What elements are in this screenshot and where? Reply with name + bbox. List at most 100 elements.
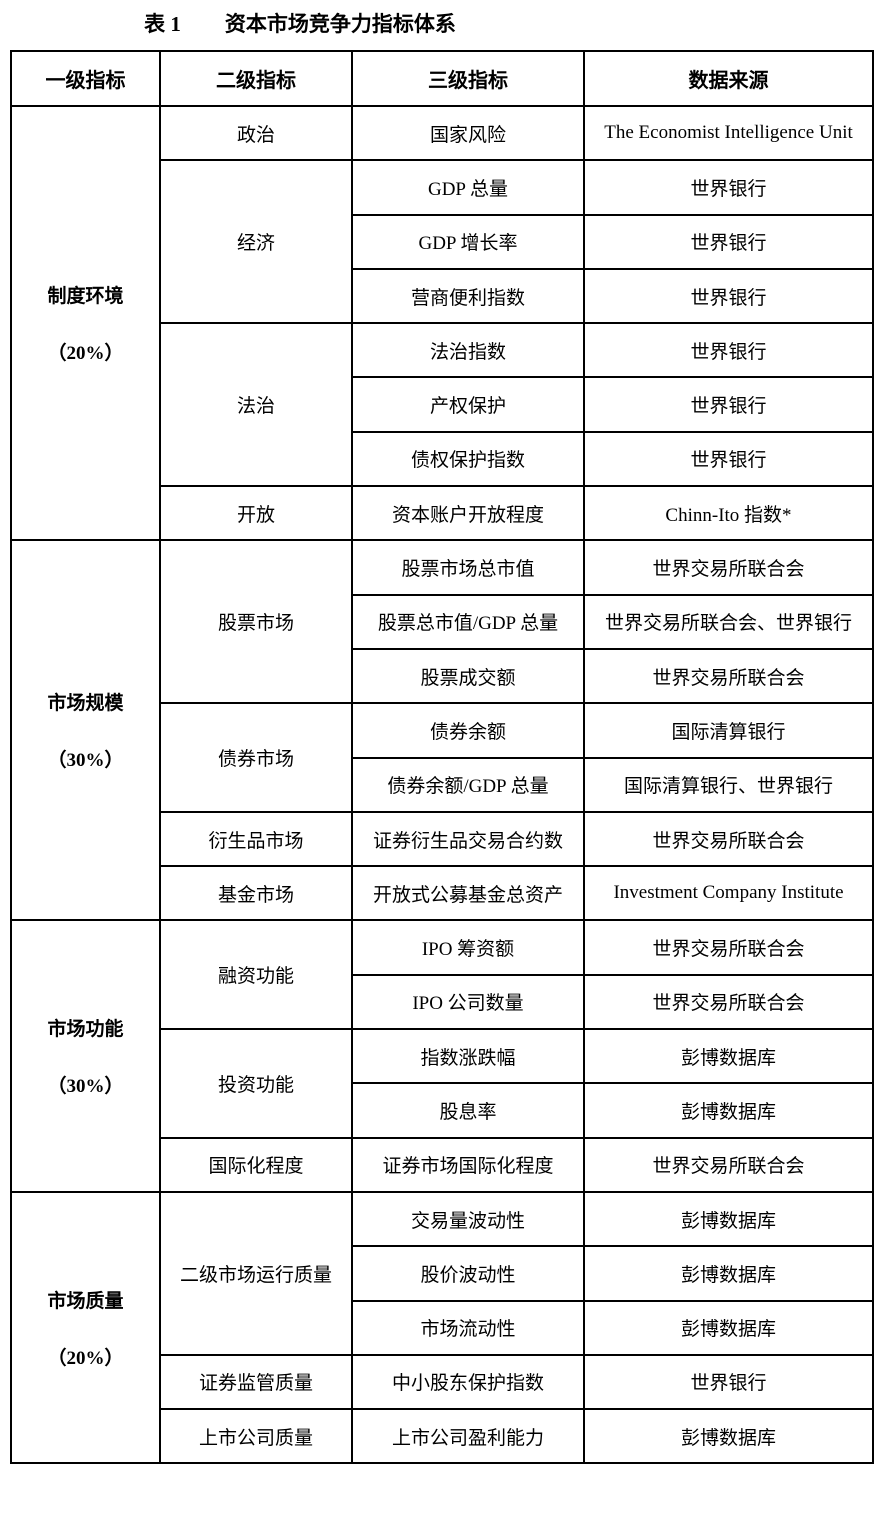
- level3-cell: 交易量波动性: [351, 1190, 585, 1248]
- level2-cell: 政治: [159, 104, 353, 162]
- table-number: 表 1: [144, 12, 181, 36]
- level2-cell: 国际化程度: [159, 1136, 353, 1193]
- table-row: 债权保护指数 世界银行: [11, 430, 874, 488]
- table-row: 股息率 彭博数据库: [11, 1082, 874, 1139]
- source-cell: 世界银行: [583, 376, 874, 433]
- level3-cell: 营商便利指数: [351, 267, 585, 325]
- table-row: 股票成交额 世界交易所联合会: [11, 647, 874, 705]
- level3-cell: 指数涨跌幅: [351, 1028, 585, 1085]
- level1-cell: 制度环境 （20%）: [10, 104, 161, 542]
- header-source: 数据来源: [583, 50, 874, 107]
- table-row: IPO 公司数量 世界交易所联合会: [11, 973, 874, 1031]
- source-cell: 彭博数据库: [583, 1082, 874, 1139]
- level3-cell: GDP 增长率: [351, 213, 585, 270]
- header-row: 一级指标 二级指标 三级指标 数据来源: [10, 50, 874, 107]
- table-row: 国际化程度 证券市场国际化程度 世界交易所联合会: [11, 1136, 874, 1193]
- level2-cell: 衍生品市场: [159, 810, 353, 868]
- source-cell: 世界交易所联合会: [583, 539, 874, 596]
- table-row: 衍生品市场 证券衍生品交易合约数 世界交易所联合会: [11, 810, 874, 868]
- level3-cell: 法治指数: [351, 322, 585, 379]
- level2-cell: 证券监管质量: [159, 1353, 353, 1411]
- table-row: 市场功能 （30%） 融资功能 IPO 筹资额 世界交易所联合会: [10, 919, 874, 1193]
- source-cell: 世界交易所联合会: [583, 1136, 874, 1193]
- level2-cell: 二级市场运行质量: [159, 1190, 353, 1356]
- table-row: 经济 GDP 总量 世界银行: [11, 159, 874, 325]
- indicator-table: 一级指标 二级指标 三级指标 数据来源 制度环境 （20%） 政治 国家风险 The E…: [10, 50, 874, 1465]
- table-caption: 表 1 资本市场竞争力指标体系: [0, 8, 600, 38]
- level2-cell: 股票市场: [159, 539, 353, 705]
- source-cell: 世界银行: [583, 213, 874, 270]
- table-row: GDP 增长率 世界银行: [11, 213, 874, 270]
- source-cell: 世界银行: [583, 267, 874, 325]
- table-row: 证券监管质量 中小股东保护指数 世界银行: [11, 1353, 874, 1411]
- table-row: 开放 资本账户开放程度 Chinn-Ito 指数*: [11, 485, 874, 542]
- level2-cell: 开放: [159, 485, 353, 542]
- source-cell: 世界银行: [583, 430, 874, 488]
- level2-cell: 债券市场: [159, 702, 353, 813]
- level3-cell: 国家风险: [351, 104, 585, 162]
- level1-name: 市场功能: [47, 1019, 124, 1041]
- source-cell: 世界交易所联合会: [583, 810, 874, 868]
- source-cell: Investment Company Institute: [583, 865, 874, 922]
- table-row: 法治 法治指数 世界银行: [11, 322, 874, 488]
- level3-cell: IPO 公司数量: [351, 973, 585, 1031]
- table-title: 资本市场竞争力指标体系: [224, 12, 456, 36]
- level2-cell: 投资功能: [159, 1028, 353, 1139]
- level1-cell: 市场质量 （20%）: [10, 1190, 161, 1465]
- level3-cell: 市场流动性: [351, 1299, 585, 1356]
- level3-cell: 股价波动性: [351, 1245, 585, 1302]
- level2-cell: 融资功能: [159, 919, 353, 1031]
- level2-cell: 法治: [159, 322, 353, 488]
- level3-cell: GDP 总量: [351, 159, 585, 216]
- table-row: 市场规模 （30%） 股票市场 股票市场总市值 世界交易所联合会: [10, 539, 874, 922]
- level3-cell: IPO 筹资额: [351, 919, 585, 976]
- table-row: 股票总市值/GDP 总量 世界交易所联合会、世界银行: [11, 593, 874, 650]
- source-cell: 世界交易所联合会: [583, 647, 874, 705]
- table-row: 债券市场 债券余额 国际清算银行: [11, 702, 874, 813]
- source-cell: 世界交易所联合会、世界银行: [583, 593, 874, 650]
- source-cell: 彭博数据库: [583, 1190, 874, 1248]
- level1-cell: 市场规模 （30%）: [10, 539, 161, 922]
- table-row: 制度环境 （20%） 政治 国家风险 The Economist Intelligenc…: [10, 104, 874, 542]
- source-cell: 国际清算银行: [583, 702, 874, 759]
- table-row: 投资功能 指数涨跌幅 彭博数据库: [11, 1028, 874, 1139]
- level3-cell: 证券衍生品交易合约数: [351, 810, 585, 868]
- level3-cell: 债券余额: [351, 702, 585, 759]
- source-cell: 彭博数据库: [583, 1245, 874, 1302]
- table-row: 股价波动性 彭博数据库: [11, 1245, 874, 1302]
- level2-cell: 上市公司质量: [159, 1408, 353, 1465]
- level3-cell: 股息率: [351, 1082, 585, 1139]
- level1-name: 制度环境: [47, 286, 124, 308]
- level3-cell: 债券余额/GDP 总量: [351, 756, 585, 813]
- level3-cell: 上市公司盈利能力: [351, 1408, 585, 1465]
- source-cell: Chinn-Ito 指数*: [583, 485, 874, 542]
- level3-cell: 开放式公募基金总资产: [351, 865, 585, 922]
- table-row: 市场流动性 彭博数据库: [11, 1299, 874, 1356]
- source-cell: 世界交易所联合会: [583, 919, 874, 976]
- table-row: 市场质量 （20%） 二级市场运行质量 交易量波动性 彭博数据库: [10, 1190, 874, 1465]
- level2-cell: 基金市场: [159, 865, 353, 922]
- source-cell: 世界银行: [583, 322, 874, 379]
- header-level1: 一级指标: [10, 50, 161, 107]
- header-level2: 二级指标: [159, 50, 353, 107]
- level1-weight: （20%）: [47, 343, 124, 365]
- level3-cell: 中小股东保护指数: [351, 1353, 585, 1411]
- table-row: 债券余额/GDP 总量 国际清算银行、世界银行: [11, 756, 874, 813]
- level3-cell: 资本账户开放程度: [351, 485, 585, 542]
- source-cell: 世界交易所联合会: [583, 973, 874, 1031]
- level3-cell: 股票市场总市值: [351, 539, 585, 596]
- level3-cell: 产权保护: [351, 376, 585, 433]
- level1-name: 市场规模: [47, 693, 124, 715]
- source-cell: 彭博数据库: [583, 1408, 874, 1465]
- level3-cell: 证券市场国际化程度: [351, 1136, 585, 1193]
- level1-weight: （30%）: [47, 1076, 124, 1098]
- table-row: 上市公司质量 上市公司盈利能力 彭博数据库: [11, 1408, 874, 1465]
- level2-cell: 经济: [159, 159, 353, 325]
- level1-cell: 市场功能 （30%）: [10, 919, 161, 1193]
- table-row: 基金市场 开放式公募基金总资产 Investment Company Institu…: [11, 865, 874, 922]
- level3-cell: 债权保护指数: [351, 430, 585, 488]
- level1-weight: （20%）: [47, 1347, 124, 1369]
- source-cell: 世界银行: [583, 159, 874, 216]
- source-cell: 彭博数据库: [583, 1299, 874, 1356]
- source-cell: The Economist Intelligence Unit: [583, 104, 874, 162]
